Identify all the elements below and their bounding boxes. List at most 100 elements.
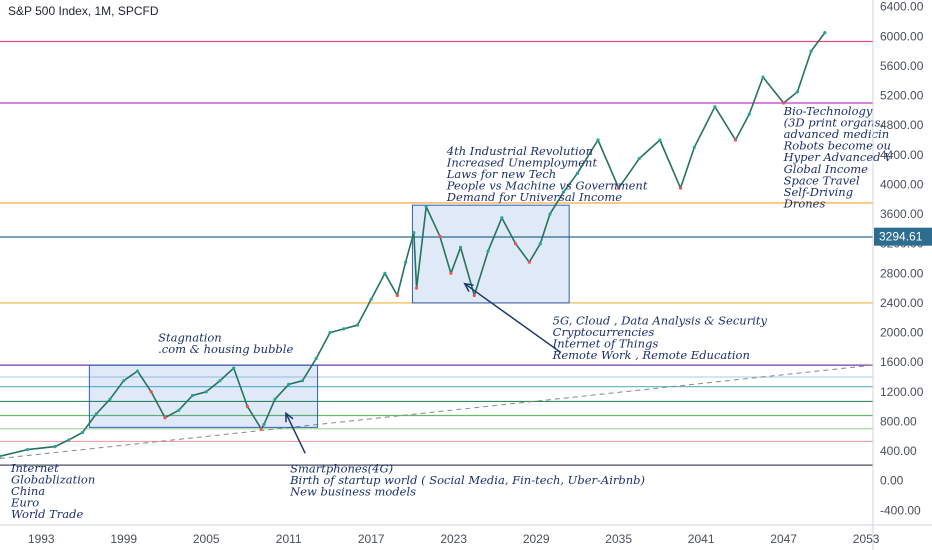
data-point-46 bbox=[617, 186, 621, 190]
data-point-17 bbox=[259, 427, 263, 431]
annotation-3-line-2: New business models bbox=[289, 485, 416, 499]
data-point-32 bbox=[424, 205, 428, 209]
data-point-36 bbox=[472, 293, 476, 298]
annotation-5-line-0: Bio-Technology bbox=[783, 104, 873, 118]
annotation-3-line-0: Smartphones(4G) bbox=[290, 462, 393, 476]
y-tick-label-6: 4000.00 bbox=[880, 177, 924, 191]
annotation-0-line-0: Stagnation bbox=[158, 330, 222, 344]
data-point-23 bbox=[328, 330, 332, 335]
data-point-43 bbox=[562, 190, 566, 194]
y-tick-label-16: 0.00 bbox=[880, 474, 904, 488]
y-tick-label-14: 800.00 bbox=[880, 414, 917, 428]
arrows-layer bbox=[285, 282, 562, 454]
data-point-54 bbox=[761, 75, 765, 79]
x-tick-label-6: 2029 bbox=[523, 532, 550, 546]
y-tick-label-17: -400.00 bbox=[880, 503, 921, 517]
data-point-29 bbox=[403, 260, 408, 264]
x-tick-label-3: 2011 bbox=[276, 532, 302, 546]
x-tick-label-8: 2041 bbox=[688, 532, 715, 546]
arrow-line-0 bbox=[285, 412, 306, 454]
y-tick-label-1: 6000.00 bbox=[880, 29, 924, 43]
data-point-24 bbox=[342, 327, 346, 331]
data-point-7 bbox=[122, 379, 126, 383]
chart-title: S&P 500 Index, 1M, SPCFD bbox=[8, 4, 159, 18]
x-tick-label-0: 1993 bbox=[28, 532, 55, 546]
data-point-10 bbox=[163, 416, 167, 420]
data-point-8 bbox=[135, 369, 140, 373]
x-tick-label-4: 2017 bbox=[358, 532, 385, 546]
highlight-box-0 bbox=[88, 364, 319, 428]
data-point-4 bbox=[80, 430, 85, 435]
annotation-3-line-1: Birth of startup world ( Social Media, F… bbox=[289, 473, 645, 487]
tick-labels-layer: 6400.00 6000.00 5600.00 5200.00 4800.00 4400.… bbox=[28, 0, 932, 546]
y-tick-label-12: 1600.00 bbox=[880, 355, 924, 369]
data-point-56 bbox=[795, 90, 799, 94]
y-tick-label-9: 2800.00 bbox=[880, 266, 924, 280]
annotation-5-line-3: Robots become ou bbox=[783, 139, 891, 153]
y-tick-label-3: 5200.00 bbox=[880, 89, 924, 103]
x-tick-label-7: 2035 bbox=[605, 532, 632, 546]
data-point-31 bbox=[414, 286, 419, 290]
last-price-label: 3294.61 bbox=[879, 230, 923, 244]
data-point-50 bbox=[692, 145, 696, 150]
data-point-19 bbox=[273, 397, 277, 401]
y-tick-label-5: 4400.00 bbox=[880, 148, 924, 162]
data-point-22 bbox=[314, 356, 318, 361]
annotation-0-line-1: .com & housing bubble bbox=[158, 342, 293, 356]
annotation-1-line-4: Demand for Universal Income bbox=[446, 190, 622, 204]
annotation-1-line-1: Increased Unemployment bbox=[446, 155, 598, 169]
data-point-25 bbox=[355, 323, 360, 327]
data-point-0 bbox=[0, 454, 2, 458]
data-point-57 bbox=[809, 49, 813, 53]
y-tick-label-13: 1200.00 bbox=[880, 385, 924, 399]
trendline-layer bbox=[0, 364, 874, 459]
data-point-37 bbox=[486, 249, 490, 253]
data-point-27 bbox=[383, 271, 387, 275]
data-point-52 bbox=[733, 138, 738, 142]
data-point-14 bbox=[218, 379, 222, 383]
data-point-35 bbox=[458, 245, 463, 249]
annotation-2-line-1: Cryptocurrencies bbox=[553, 325, 655, 339]
annotation-2-line-3: Remote Work , Remote Education bbox=[552, 348, 750, 362]
annotation-5-line-6: Space Travel bbox=[784, 173, 860, 187]
data-point-28 bbox=[395, 293, 399, 298]
y-tick-label-15: 400.00 bbox=[880, 444, 917, 458]
x-tick-label-5: 2023 bbox=[440, 532, 467, 546]
series-layer bbox=[0, 31, 827, 458]
arrow-line-1 bbox=[464, 283, 562, 354]
x-tick-label-10: 2053 bbox=[853, 532, 880, 546]
data-point-18 bbox=[262, 422, 266, 426]
y-tick-label-10: 2400.00 bbox=[880, 296, 924, 310]
data-point-58 bbox=[823, 31, 827, 35]
annotation-5-line-7: Self-Driving bbox=[784, 185, 853, 199]
annotation-1-line-0: 4th Industrial Revolution bbox=[446, 144, 593, 158]
arrow-head-1 bbox=[463, 282, 474, 292]
data-point-2 bbox=[53, 445, 57, 449]
data-point-55 bbox=[782, 101, 786, 105]
data-point-9 bbox=[149, 390, 153, 394]
data-point-3 bbox=[67, 438, 71, 442]
y-tick-label-7: 3600.00 bbox=[880, 207, 924, 221]
annotation-4-line-4: World Trade bbox=[11, 507, 84, 521]
data-point-44 bbox=[575, 171, 580, 175]
annotation-5-line-2: advanced medicin bbox=[784, 127, 890, 141]
data-point-11 bbox=[177, 408, 181, 412]
data-point-47 bbox=[637, 156, 641, 161]
data-point-26 bbox=[369, 297, 373, 301]
y-tick-label-4: 4800.00 bbox=[880, 118, 924, 132]
annotation-2-line-2: Internet of Things bbox=[552, 337, 659, 351]
data-point-12 bbox=[190, 393, 195, 398]
data-point-21 bbox=[300, 379, 305, 383]
y-tick-label-11: 2000.00 bbox=[880, 326, 924, 340]
arrow-head-0 bbox=[285, 411, 294, 423]
data-point-38 bbox=[500, 216, 504, 220]
highlight-box-1 bbox=[411, 204, 570, 304]
annotation-4-line-0: Internet bbox=[10, 461, 59, 475]
data-point-20 bbox=[287, 382, 291, 386]
annotation-5-line-4: Hyper Advanced V bbox=[783, 150, 895, 164]
x-tick-label-1: 1999 bbox=[110, 532, 137, 546]
data-point-1 bbox=[25, 447, 30, 452]
annotation-2-line-0: 5G, Cloud , Data Analysis & Security bbox=[553, 313, 768, 327]
